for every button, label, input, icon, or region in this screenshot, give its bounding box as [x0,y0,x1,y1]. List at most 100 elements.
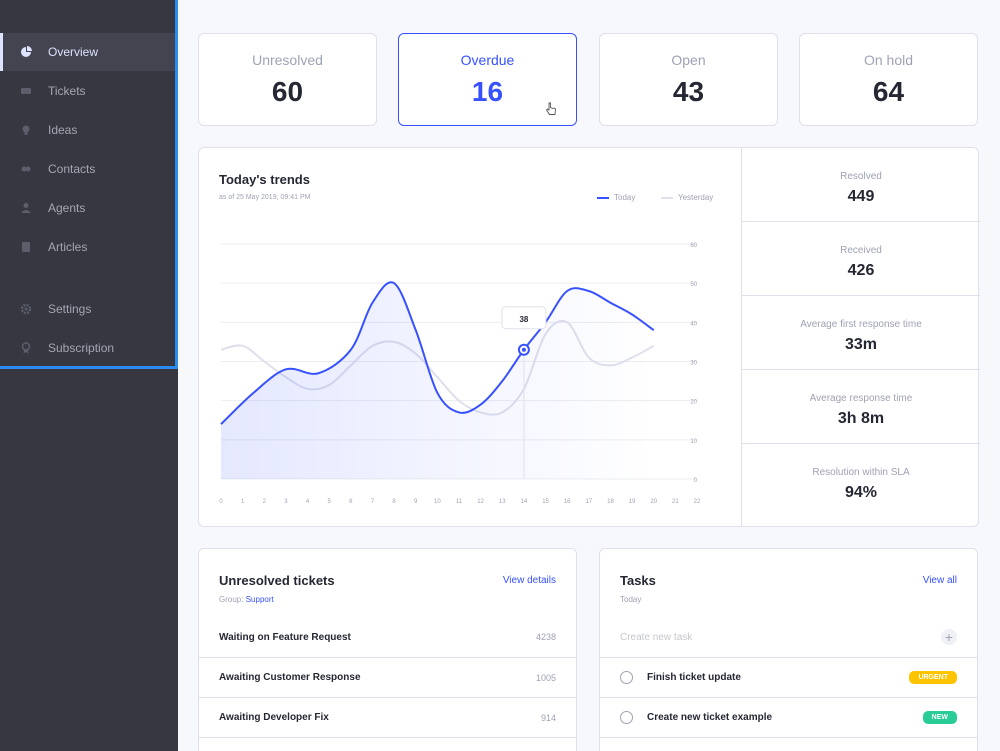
award-icon [20,342,32,354]
status-badge: NEW [922,711,957,724]
trends-subtitle: as of 25 May 2019, 09:41 PM [219,194,311,201]
stat-value: 64 [872,76,905,107]
x-tick-label: 13 [499,499,506,505]
sidebar-item-contacts[interactable]: Contacts [0,150,175,188]
ticket-row[interactable]: Awaiting Developer Fix 914 [199,697,576,737]
view-details-link[interactable]: View details [502,575,556,586]
add-task-button[interactable]: + [941,629,957,645]
stat-label: Open [671,52,706,68]
x-tick-label: 11 [456,499,463,505]
x-tick-label: 0 [219,499,223,505]
x-tick-label: 2 [263,499,267,505]
sidebar-item-label: Subscription [48,341,115,355]
sidebar-item-label: Tickets [48,84,86,98]
x-tick-label: 16 [564,499,571,505]
ticket-icon [20,85,32,97]
sidebar-item-articles[interactable]: Articles [0,228,175,266]
book-icon [20,241,32,253]
contacts-icon [20,163,32,175]
stat-card-open[interactable]: Open 43 [599,33,778,126]
x-tick-label: 17 [585,499,592,505]
summary-label: Average response time [809,393,913,404]
stat-value: 16 [471,76,504,107]
view-all-link[interactable]: View all [922,575,957,586]
sidebar-item-label: Agents [48,201,86,215]
sidebar-item-ideas[interactable]: Ideas [0,111,175,149]
task-checkbox[interactable] [620,711,633,724]
summary-label: Resolved [840,171,882,182]
sidebar-item-label: Overview [48,45,99,59]
summary-value: 426 [847,262,875,279]
y-tick-label: 10 [690,439,697,445]
task-checkbox[interactable] [620,671,633,684]
x-tick-label: 3 [284,499,288,505]
legend-label: Today [614,193,636,202]
ticket-row[interactable]: Awaiting Customer Response 1005 [199,657,576,697]
tooltip-value: 38 [519,315,528,324]
x-tick-label: 9 [414,499,418,505]
legend-swatch-yesterday [661,196,673,199]
stat-card-unresolved[interactable]: Unresolved 60 [198,33,377,126]
group-prefix: Group: [219,595,244,604]
sidebar-item-label: Settings [48,302,92,316]
x-tick-label: 21 [672,499,679,505]
ticket-row[interactable]: Waiting on Feature Request 4238 [199,617,576,657]
gear-icon [20,303,32,315]
x-tick-label: 6 [349,499,353,505]
trend-summary: Resolved 449 Received 426 Average first … [741,148,980,526]
trends-title: Today's trends [219,172,310,187]
x-tick-label: 14 [521,499,528,505]
legend-today: Today [597,193,635,202]
x-tick-label: 1 [241,499,245,505]
x-tick-label: 4 [306,499,310,505]
stat-value: 60 [271,76,304,107]
tasks-card: Tasks Today View all Create new task + F… [599,548,978,751]
sidebar-item-agents[interactable]: Agents [0,189,175,227]
sidebar-item-settings[interactable]: Settings [0,290,175,328]
x-tick-label: 12 [477,499,484,505]
ticket-row-count: 914 [540,712,556,723]
summary-value: 94% [844,484,878,501]
sidebar-item-overview[interactable]: Overview [0,33,175,71]
new-task-row[interactable]: Create new task + [600,617,977,657]
legend-swatch-today [597,196,609,199]
sidebar-nav-group: Overview Tickets Ideas Contacts Agents [0,0,178,369]
legend-label: Yesterday [678,193,714,202]
stat-label: Overdue [460,52,515,68]
x-tick-label: 19 [629,499,636,505]
stat-card-on-hold[interactable]: On hold 64 [799,33,978,126]
x-tick-label: 20 [650,499,657,505]
sidebar-item-subscription[interactable]: Subscription [0,329,175,367]
card-title: Tasks [620,573,656,588]
new-task-input[interactable]: Create new task [620,631,693,643]
ticket-row-count: 1005 [535,672,556,683]
sidebar-item-label: Contacts [48,162,96,176]
task-row[interactable]: Finish ticket update URGENT [600,657,977,697]
stat-label: On hold [863,52,914,68]
ticket-row[interactable] [199,737,576,751]
y-tick-label: 20 [690,400,697,406]
summary-value: 449 [847,188,875,205]
series-line-today [220,281,655,425]
sidebar-item-tickets[interactable]: Tickets [0,72,175,110]
task-row[interactable] [600,737,977,751]
task-row[interactable]: Create new ticket example NEW [600,697,977,737]
x-tick-label: 22 [694,499,701,505]
x-tick-label: 10 [434,499,441,505]
ticket-row-label: Awaiting Developer Fix [219,712,329,723]
y-tick-label: 50 [690,282,697,288]
y-tick-label: 30 [690,361,697,367]
stat-card-overdue[interactable]: Overdue 16 [398,33,577,126]
task-label: Create new ticket example [647,712,773,723]
y-tick-label: 40 [690,321,697,327]
sidebar: Overview Tickets Ideas Contacts Agents [0,0,178,751]
task-label: Finish ticket update [647,672,741,683]
tooltip-box [501,306,547,330]
summary-label: Average first response time [800,319,922,330]
card-title: Unresolved tickets [219,573,335,588]
unresolved-tickets-card: Unresolved tickets Group: Support View d… [198,548,577,751]
x-tick-label: 8 [392,499,396,505]
summary-avg-response: Average response time 3h 8m [742,370,980,444]
x-tick-label: 7 [371,499,375,505]
